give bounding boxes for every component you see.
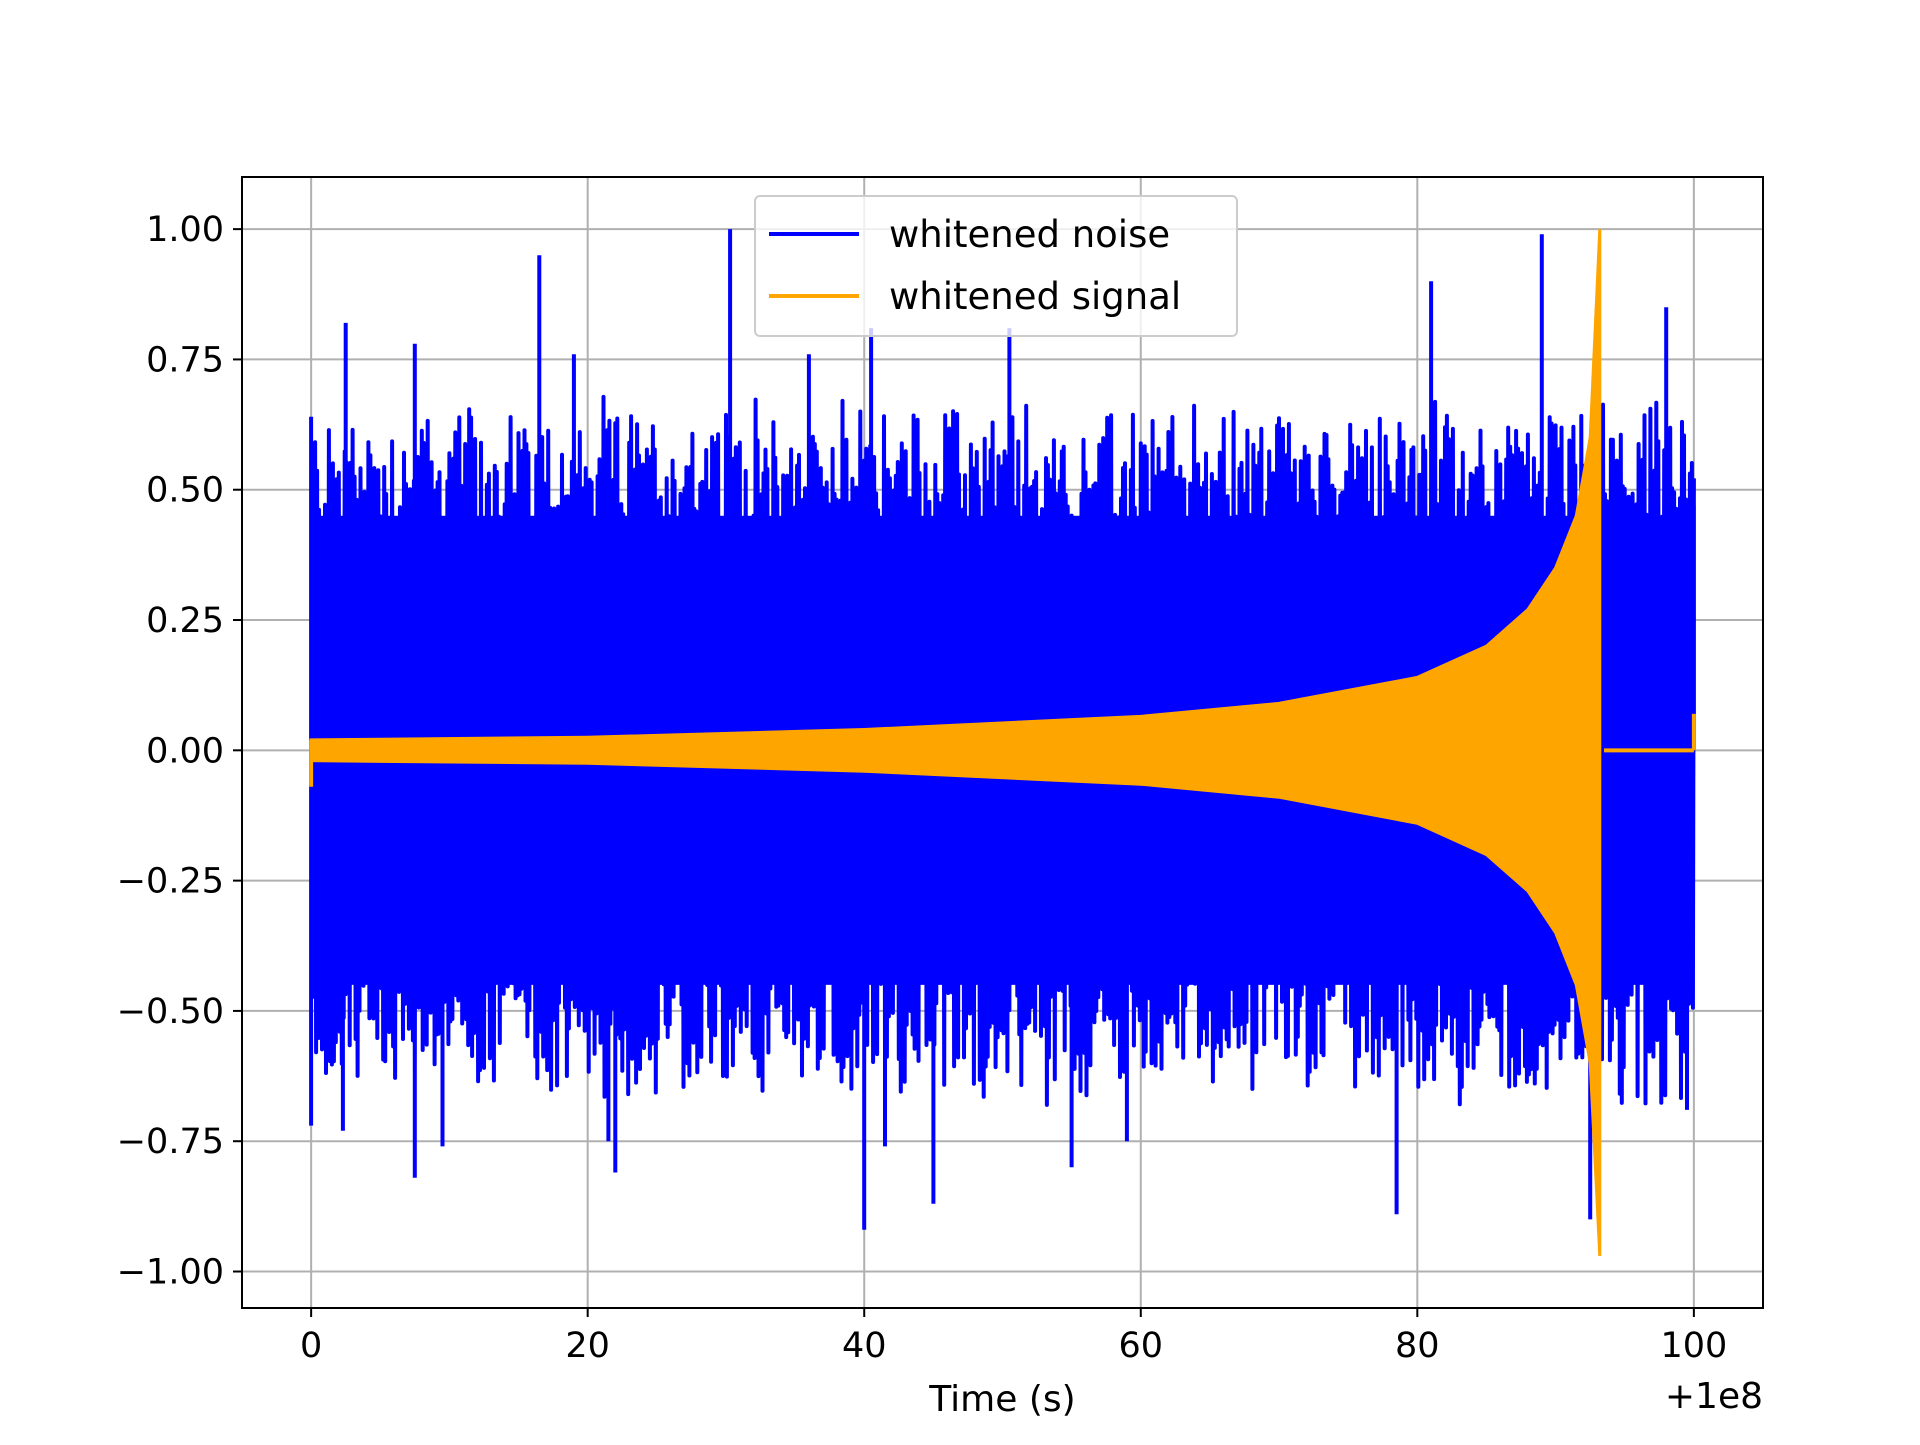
legend: whitened noise whitened signal <box>754 195 1238 337</box>
y-tick-label-1: 0.75 <box>146 340 224 380</box>
x-tick-label-5: 100 <box>1660 1326 1727 1366</box>
y-tick-label-4: 0.00 <box>146 731 224 771</box>
y-tick-label-0: 1.00 <box>146 210 224 250</box>
x-tick-label-4: 80 <box>1395 1326 1440 1366</box>
y-tick-label-3: 0.25 <box>146 601 224 641</box>
tick-layer: 0 20 40 60 80 100 1.00 0.75 0.50 0.25 0.00 −0.25 −0.… <box>117 210 1728 1366</box>
x-offset-label: +1e8 <box>1665 1376 1763 1417</box>
y-tick-label-2: 0.50 <box>146 471 224 511</box>
legend-box <box>754 195 1238 337</box>
y-tick-label-5: −0.25 <box>117 862 224 902</box>
x-axis-label: Time (s) <box>928 1379 1075 1420</box>
x-tick-label-1: 20 <box>565 1326 610 1366</box>
signal-envelope <box>309 229 1602 1256</box>
x-tick-label-0: 0 <box>300 1326 322 1366</box>
legend-label-whitened-signal: whitened signal <box>889 275 1181 318</box>
x-tick-label-3: 60 <box>1118 1326 1163 1366</box>
legend-label-whitened-noise: whitened noise <box>889 213 1170 256</box>
y-tick-label-6: −0.50 <box>117 992 224 1032</box>
plot-frame <box>241 176 1764 1309</box>
y-tick-label-8: −1.00 <box>117 1253 224 1293</box>
signal-series <box>309 229 1696 1256</box>
y-tick-label-7: −0.75 <box>117 1122 224 1162</box>
x-tick-label-2: 40 <box>842 1326 887 1366</box>
